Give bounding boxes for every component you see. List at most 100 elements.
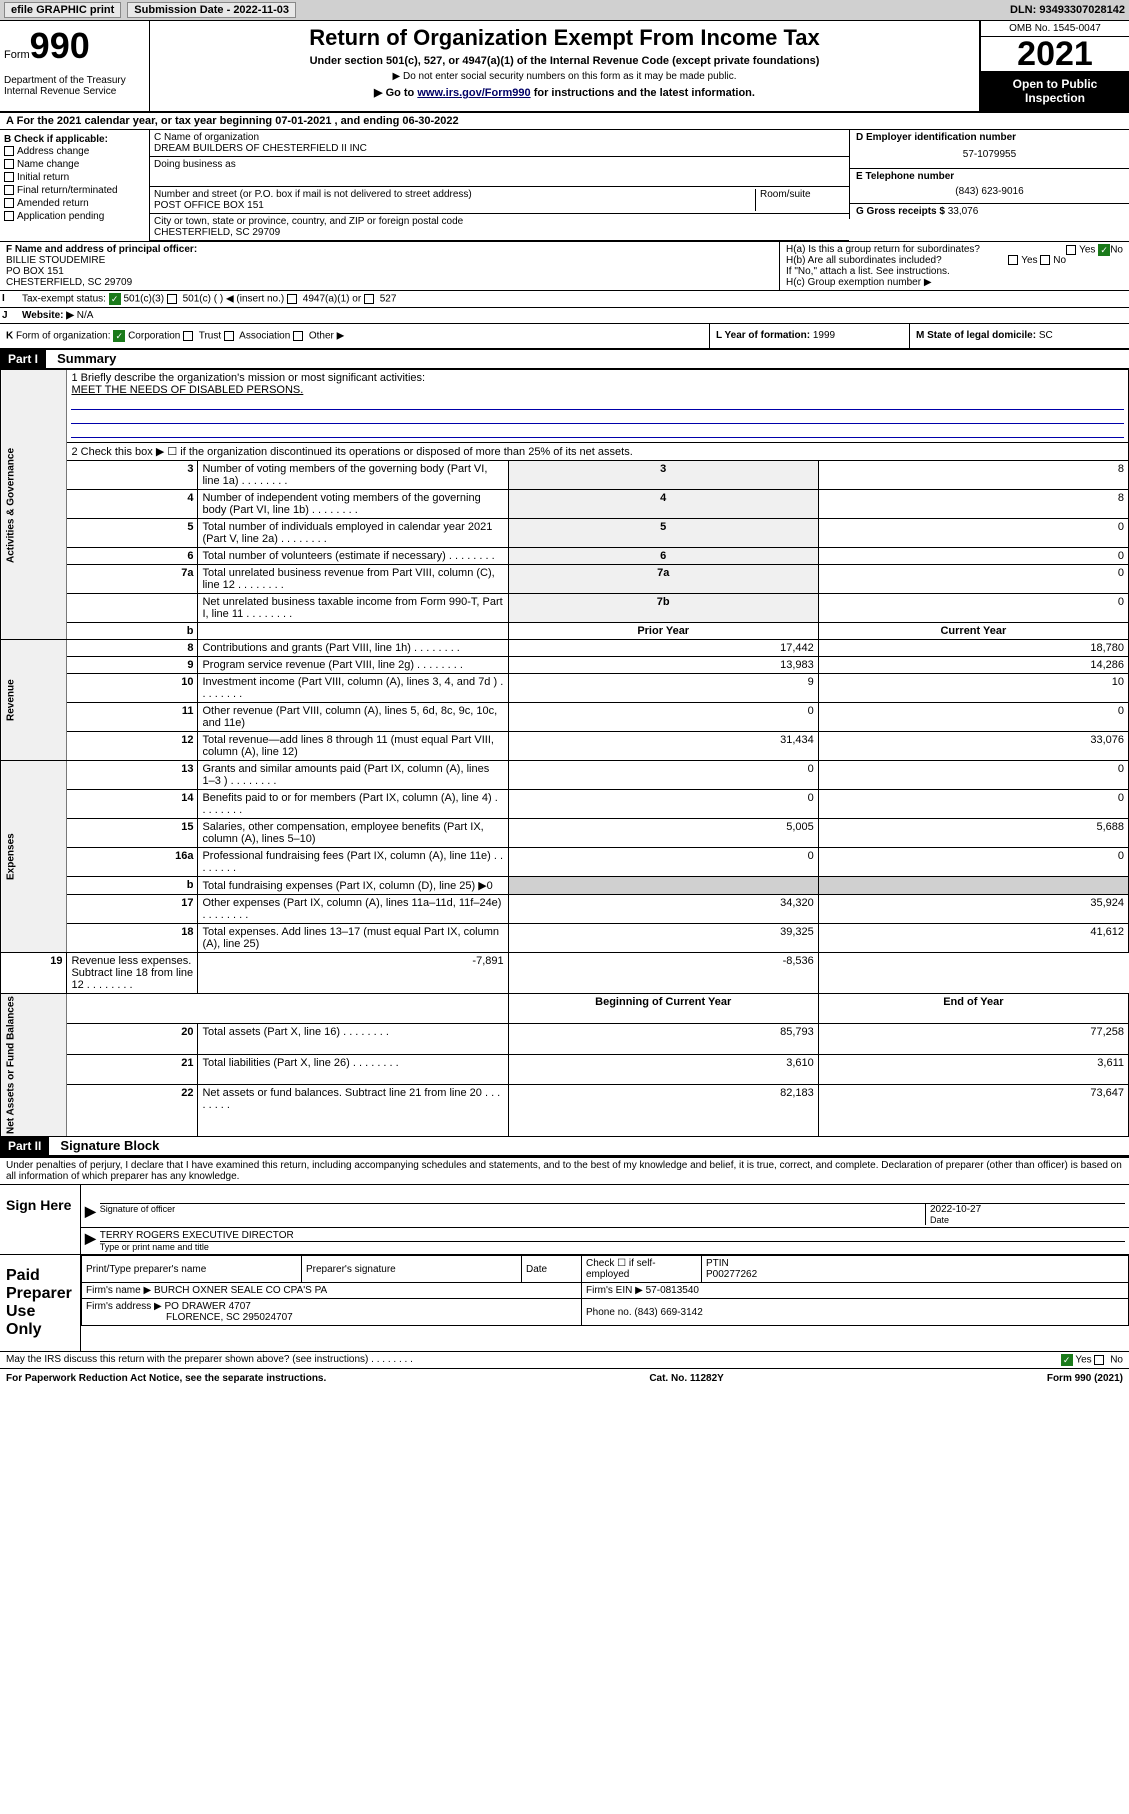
row-a-tax-year: A For the 2021 calendar year, or tax yea… [0, 113, 1129, 130]
phone-value: (843) 623-9016 [856, 182, 1123, 201]
row-i: I Tax-exempt status: ✓ 501(c)(3) 501(c) … [0, 291, 1129, 308]
open-public-badge: Open to Public Inspection [981, 71, 1129, 111]
dept-label: Department of the Treasury Internal Reve… [4, 75, 145, 97]
org-name: DREAM BUILDERS OF CHESTERFIELD II INC [154, 143, 845, 154]
officer-addr1: PO BOX 151 [6, 266, 773, 277]
room-suite-label: Room/suite [755, 189, 845, 211]
submission-date-button[interactable]: Submission Date - 2022-11-03 [127, 2, 296, 18]
paperwork-notice: For Paperwork Reduction Act Notice, see … [6, 1373, 326, 1384]
officer-name-title: TERRY ROGERS EXECUTIVE DIRECTOR [100, 1230, 1125, 1241]
section-bcdeg: B Check if applicable: Address change Na… [0, 130, 1129, 242]
year-formation: 1999 [813, 330, 835, 341]
firm-ein: 57-0813540 [646, 1285, 699, 1296]
ptin-value: P00277262 [706, 1269, 1124, 1280]
addr-value: POST OFFICE BOX 151 [154, 200, 755, 211]
vtab-revenue: Revenue [1, 640, 67, 761]
val-6: 0 [818, 548, 1128, 565]
hb-no[interactable] [1040, 255, 1050, 265]
hc-label: H(c) Group exemption number ▶ [786, 277, 1123, 288]
cb-address-change[interactable] [4, 146, 14, 156]
vtab-expenses: Expenses [1, 761, 67, 953]
hb-note: If "No," attach a list. See instructions… [786, 266, 1123, 277]
cat-no: Cat. No. 11282Y [649, 1373, 723, 1384]
cb-final-return[interactable] [4, 185, 14, 195]
501c3-checked[interactable]: ✓ [109, 293, 121, 305]
topbar: efile GRAPHIC print Submission Date - 20… [0, 0, 1129, 21]
hb-yes[interactable] [1008, 255, 1018, 265]
ein-value: 57-1079955 [856, 143, 1123, 166]
row-klm: K Form of organization: ✓ Corporation Tr… [0, 324, 1129, 350]
state-domicile: SC [1039, 330, 1053, 341]
addr-label: Number and street (or P.O. box if mail i… [154, 189, 755, 200]
vtab-net-assets: Net Assets or Fund Balances [1, 994, 67, 1137]
mission-label: 1 Briefly describe the organization's mi… [71, 372, 1124, 384]
officer-label: F Name and address of principal officer: [6, 244, 773, 255]
ein-label: D Employer identification number [856, 132, 1123, 143]
efile-print-button[interactable]: efile GRAPHIC print [4, 2, 121, 18]
website-value: N/A [77, 310, 94, 321]
arrow-icon: ▶ [85, 1203, 96, 1225]
mission-text: MEET THE NEEDS OF DISABLED PERSONS. [71, 384, 1124, 396]
hb-label: H(b) Are all subordinates included? [786, 255, 942, 266]
assoc-cb[interactable] [224, 331, 234, 341]
other-cb[interactable] [293, 331, 303, 341]
sig-date: 2022-10-27 [930, 1204, 1125, 1215]
ha-label: H(a) Is this a group return for subordin… [786, 244, 980, 255]
city-label: City or town, state or province, country… [154, 216, 845, 227]
val-5: 0 [818, 519, 1128, 548]
sig-officer-label: Signature of officer [100, 1203, 925, 1225]
form-ref: Form 990 (2021) [1047, 1373, 1123, 1384]
cb-application-pending[interactable] [4, 211, 14, 221]
officer-addr2: CHESTERFIELD, SC 29709 [6, 277, 773, 288]
cb-name-change[interactable] [4, 159, 14, 169]
paid-preparer-label: Paid Preparer Use Only [0, 1255, 80, 1351]
501c-cb[interactable] [167, 294, 177, 304]
val-7b: 0 [818, 594, 1128, 623]
signature-section: Under penalties of perjury, I declare th… [0, 1156, 1129, 1368]
trust-cb[interactable] [183, 331, 193, 341]
gross-label: G Gross receipts $ [856, 206, 945, 217]
discuss-yes-checked[interactable]: ✓ [1061, 1354, 1073, 1366]
part1-header: Part I Summary [0, 350, 1129, 369]
form-subtitle: Under section 501(c), 527, or 4947(a)(1)… [154, 55, 975, 67]
form-number: 990 [30, 25, 90, 66]
cb-initial-return[interactable] [4, 172, 14, 182]
firm-name: BURCH OXNER SEALE CO CPA'S PA [154, 1285, 327, 1296]
vtab-governance: Activities & Governance [1, 370, 67, 640]
4947-cb[interactable] [287, 294, 297, 304]
line2-text: 2 Check this box ▶ ☐ if the organization… [67, 443, 1129, 461]
prior-year-hdr: Prior Year [508, 623, 818, 640]
form-title: Return of Organization Exempt From Incom… [154, 25, 975, 51]
discuss-no[interactable] [1094, 1355, 1104, 1365]
form-word: Form [4, 49, 30, 61]
ha-no-checked[interactable]: ✓ [1098, 244, 1110, 256]
val-7a: 0 [818, 565, 1128, 594]
row-fh: F Name and address of principal officer:… [0, 242, 1129, 291]
corp-checked[interactable]: ✓ [113, 330, 125, 342]
col-b-checkboxes: B Check if applicable: Address change Na… [0, 130, 150, 241]
page-footer: For Paperwork Reduction Act Notice, see … [0, 1368, 1129, 1388]
phone-label: E Telephone number [856, 171, 1123, 182]
val-4: 8 [818, 490, 1128, 519]
irs-link[interactable]: www.irs.gov/Form990 [417, 87, 530, 99]
firm-addr2: FLORENCE, SC 295024707 [166, 1312, 293, 1323]
tax-year: 2021 [981, 37, 1129, 71]
officer-name: BILLIE STOUDEMIRE [6, 255, 773, 266]
form-header: Form990 Department of the Treasury Inter… [0, 21, 1129, 113]
cb-amended[interactable] [4, 198, 14, 208]
ha-yes[interactable] [1066, 245, 1076, 255]
sign-here-label: Sign Here [0, 1185, 80, 1254]
summary-table: Activities & Governance 1 Briefly descri… [0, 369, 1129, 1137]
val-3: 8 [818, 461, 1128, 490]
firm-phone: (843) 669-3142 [634, 1307, 702, 1318]
current-year-hdr: Current Year [818, 623, 1128, 640]
dln-label: DLN: 93493307028142 [1010, 4, 1125, 16]
ssn-note: ▶ Do not enter social security numbers o… [154, 71, 975, 82]
name-label: C Name of organization [154, 132, 845, 143]
527-cb[interactable] [364, 294, 374, 304]
preparer-table: Print/Type preparer's name Preparer's si… [81, 1255, 1129, 1326]
declaration-text: Under penalties of perjury, I declare th… [0, 1158, 1129, 1185]
dba-label: Doing business as [154, 159, 845, 170]
discuss-question: May the IRS discuss this return with the… [6, 1354, 1061, 1366]
gross-value: 33,076 [948, 206, 979, 217]
